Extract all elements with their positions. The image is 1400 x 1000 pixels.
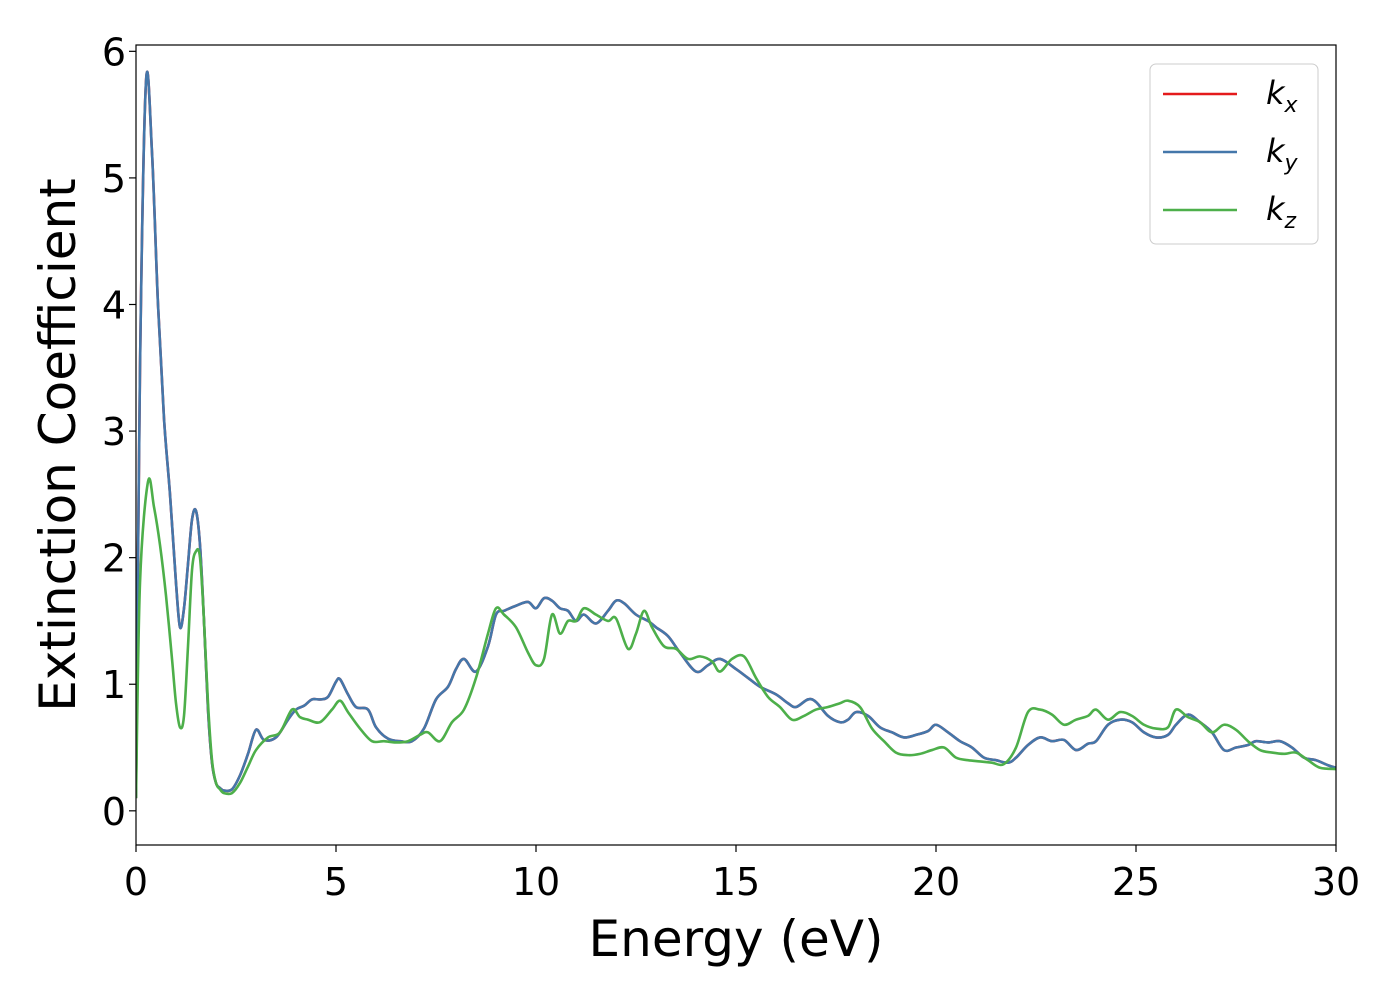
plot-area <box>135 44 1337 846</box>
legend-label-kx: kx <box>1266 74 1299 118</box>
x-axis-label: Energy (eV) <box>589 910 884 968</box>
x-tick-label: 20 <box>912 860 960 904</box>
x-tick-label: 15 <box>712 860 760 904</box>
legend: kx ky kz <box>1149 63 1319 245</box>
legend-label-kz: kz <box>1266 190 1297 234</box>
y-axis-label: Extinction Coefficient <box>29 178 87 712</box>
y-tick-label: 0 <box>102 790 126 834</box>
x-tick-label: 0 <box>124 860 148 904</box>
series-line-kz <box>136 477 1336 799</box>
y-tick-label: 1 <box>102 663 126 707</box>
y-tick-label: 3 <box>102 410 126 454</box>
y-axis: 0 1 2 3 4 5 6 <box>102 30 136 834</box>
x-tick-label: 25 <box>1112 860 1160 904</box>
x-tick-label: 30 <box>1312 860 1360 904</box>
x-tick-label: 10 <box>512 860 560 904</box>
y-tick-label: 6 <box>102 30 126 74</box>
legend-label-ky: ky <box>1266 132 1299 176</box>
legend-frame <box>1149 63 1319 245</box>
x-tick-label: 5 <box>324 860 348 904</box>
x-axis: 0 5 10 15 20 25 30 <box>124 845 1360 904</box>
y-tick-label: 2 <box>102 537 126 581</box>
y-tick-label: 5 <box>102 157 126 201</box>
y-tick-label: 4 <box>102 283 126 327</box>
series-layer <box>136 70 1336 799</box>
